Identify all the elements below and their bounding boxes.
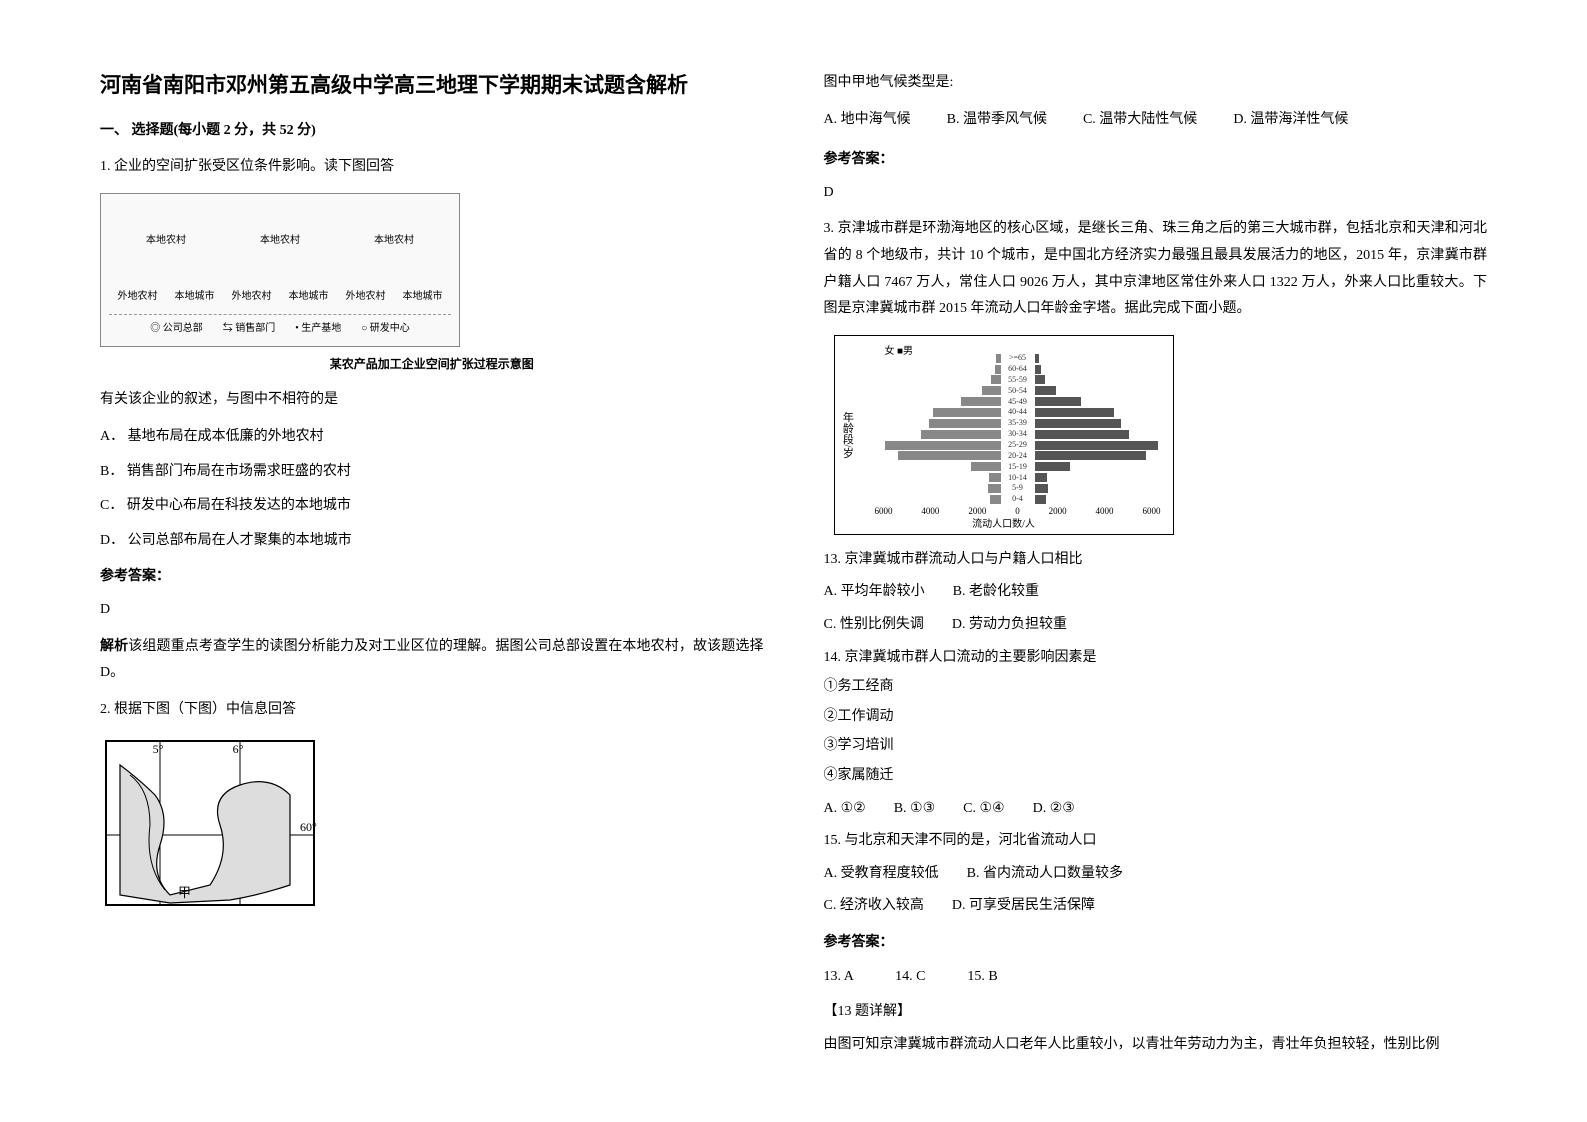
pyramid-row: 55-59 xyxy=(875,375,1161,384)
q3-explain-head: 【13 题详解】 xyxy=(824,999,1488,1026)
q1-option-a: A． 基地布局在成本低廉的外地农村 xyxy=(100,424,764,451)
q2-stem2: 图中甲地气候类型是: xyxy=(824,70,1488,97)
q1-option-b: B． 销售部门布局在市场需求旺盛的农村 xyxy=(100,459,764,486)
q15-c: C. 经济收入较高 xyxy=(824,893,924,920)
pyramid-row: 50-54 xyxy=(875,386,1161,395)
q14-opts: A. ①② B. ①③ C. ①④ D. ②③ xyxy=(824,796,1488,823)
q2-option-c: C. 温带大陆性气候 xyxy=(1083,107,1197,134)
q2-answer: D xyxy=(824,180,1488,207)
q14-o1: ①务工经商 xyxy=(824,674,1488,701)
q1-option-d: D． 公司总部布局在人才聚集的本地城市 xyxy=(100,528,764,555)
q15-b: B. 省内流动人口数量较多 xyxy=(967,861,1123,888)
map-lon1: 5° xyxy=(153,742,164,756)
q14-o2: ②工作调动 xyxy=(824,704,1488,731)
map-marker: 甲 xyxy=(178,885,191,900)
pyramid-row: 40-44 xyxy=(875,408,1161,417)
pyramid-row: 60-64 xyxy=(875,365,1161,374)
fig-label: 外地农村 xyxy=(223,287,280,306)
q15-d: D. 可享受居民生活保障 xyxy=(952,893,1095,920)
section-heading: 一、 选择题(每小题 2 分，共 52 分) xyxy=(100,118,764,145)
q13-row1: A. 平均年龄较小 B. 老龄化较重 xyxy=(824,579,1488,606)
pyramid-ylabel: 年龄段/岁 xyxy=(837,411,858,458)
q3-answer-label: 参考答案： xyxy=(824,930,1488,957)
explain-prefix: 解析 xyxy=(100,639,128,654)
pyramid-row: 20-24 xyxy=(875,451,1161,460)
q13-row2: C. 性别比例失调 D. 劳动力负担较重 xyxy=(824,612,1488,639)
map-lon2: 6° xyxy=(233,742,244,756)
q14-d: D. ②③ xyxy=(1033,796,1075,823)
q1-figure: 本地农村 本地农村 本地农村 外地农村 本地城市 外地农村 本地城市 外地农村 … xyxy=(100,193,460,347)
map-lat: 60° xyxy=(300,820,317,834)
q14-a: A. ①② xyxy=(824,796,866,823)
q15-row2: C. 经济收入较高 D. 可享受居民生活保障 xyxy=(824,893,1488,920)
q2-option-b: B. 温带季风气候 xyxy=(947,107,1047,134)
q3-explain: 由图可知京津冀城市群流动人口老年人比重较小，以青壮年劳动力为主，青壮年负担较轻，… xyxy=(824,1032,1488,1059)
q1-explain: 解析该组题重点考查学生的读图分析能力及对工业区位的理解。据图公司总部设置在本地农… xyxy=(100,634,764,687)
q2-option-a: A. 地中海气候 xyxy=(824,107,911,134)
q13-d: D. 劳动力负担较重 xyxy=(952,612,1067,639)
pyramid-row: 5-9 xyxy=(875,484,1161,493)
figure-bottom-row: 外地农村 本地城市 外地农村 本地城市 外地农村 本地城市 xyxy=(109,258,451,306)
left-column: 河南省南阳市邓州第五高级中学高三地理下学期期末试题含解析 一、 选择题(每小题 … xyxy=(100,70,764,1052)
fig-label: 本地城市 xyxy=(280,287,337,306)
q14-c: C. ①④ xyxy=(963,796,1004,823)
right-column: 图中甲地气候类型是: A. 地中海气候 B. 温带季风气候 C. 温带大陆性气候… xyxy=(824,70,1488,1052)
pyramid-row: 35-39 xyxy=(875,419,1161,428)
q15-row1: A. 受教育程度较低 B. 省内流动人口数量较多 xyxy=(824,861,1488,888)
pyramid-row: 30-34 xyxy=(875,430,1161,439)
q3-stem: 3. 京津城市群是环渤海地区的核心区域，是继长三角、珠三角之后的第三大城市群，包… xyxy=(824,216,1488,322)
q13-a: A. 平均年龄较小 xyxy=(824,579,925,606)
pyramid-row: 15-19 xyxy=(875,462,1161,471)
q13-c: C. 性别比例失调 xyxy=(824,612,924,639)
fig-label: 本地农村 xyxy=(337,231,451,250)
q13-stem: 13. 京津冀城市群流动人口与户籍人口相比 xyxy=(824,547,1488,574)
document-title: 河南省南阳市邓州第五高级中学高三地理下学期期末试题含解析 xyxy=(100,70,764,102)
q2-answer-label: 参考答案： xyxy=(824,147,1488,174)
pyramid-row: 45-49 xyxy=(875,397,1161,406)
q2-options: A. 地中海气候 B. 温带季风气候 C. 温带大陆性气候 D. 温带海洋性气候 xyxy=(824,107,1488,134)
q1-option-c: C． 研发中心布局在科技发达的本地城市 xyxy=(100,493,764,520)
fig-label: 本地城市 xyxy=(166,287,223,306)
figure-legend: ◎ 公司总部 ⇆ 销售部门 • 生产基地 ○ 研发中心 xyxy=(109,314,451,338)
pyramid-row: 10-14 xyxy=(875,473,1161,482)
q1-figure-caption: 某农产品加工企业空间扩张过程示意图 xyxy=(100,353,764,376)
q3-pyramid: 年龄段/岁 女 ■男 >=6560-6455-5950-5445-4940-44… xyxy=(834,335,1174,535)
pyramid-row: 25-29 xyxy=(875,441,1161,450)
fig-label: 外地农村 xyxy=(337,287,394,306)
q14-o3: ③学习培训 xyxy=(824,733,1488,760)
pyramid-xlabel: 流动人口数/人 xyxy=(835,515,1173,534)
q2-stem: 2. 根据下图（下图）中信息回答 xyxy=(100,697,764,724)
q15-a: A. 受教育程度较低 xyxy=(824,861,939,888)
q3-answers: 13. A 14. C 15. B xyxy=(824,964,1488,991)
q15-stem: 15. 与北京和天津不同的是，河北省流动人口 xyxy=(824,828,1488,855)
pyramid-row: >=65 xyxy=(875,354,1161,363)
fig-label: 本地农村 xyxy=(109,231,223,250)
fig-label: 本地城市 xyxy=(394,287,451,306)
q2-option-d: D. 温带海洋性气候 xyxy=(1233,107,1348,134)
q1-stem: 1. 企业的空间扩张受区位条件影响。读下图回答 xyxy=(100,154,764,181)
q2-map-figure: 5° 6° 60° 甲 xyxy=(100,735,320,911)
pyramid-bars: >=65 60-6455-59 50-54 45-49 40-44 35-39 30-34 2… xyxy=(875,354,1161,504)
q1-subtext: 有关该企业的叙述，与图中不相符的是 xyxy=(100,387,764,414)
q1-answer: D xyxy=(100,597,764,624)
figure-top-row: 本地农村 本地农村 本地农村 xyxy=(109,202,451,250)
q14-b: B. ①③ xyxy=(894,796,935,823)
pyramid-chart: 年龄段/岁 女 ■男 >=6560-6455-5950-5445-4940-44… xyxy=(834,335,1174,535)
fig-label: 本地农村 xyxy=(223,231,337,250)
fig-label: 外地农村 xyxy=(109,287,166,306)
q13-b: B. 老龄化较重 xyxy=(953,579,1039,606)
q1-answer-label: 参考答案： xyxy=(100,564,764,591)
q14-stem: 14. 京津冀城市群人口流动的主要影响因素是 xyxy=(824,645,1488,672)
q1-explain-text: 该组题重点考查学生的读图分析能力及对工业区位的理解。据图公司总部设置在本地农村，… xyxy=(100,639,764,681)
q14-o4: ④家属随迁 xyxy=(824,763,1488,790)
